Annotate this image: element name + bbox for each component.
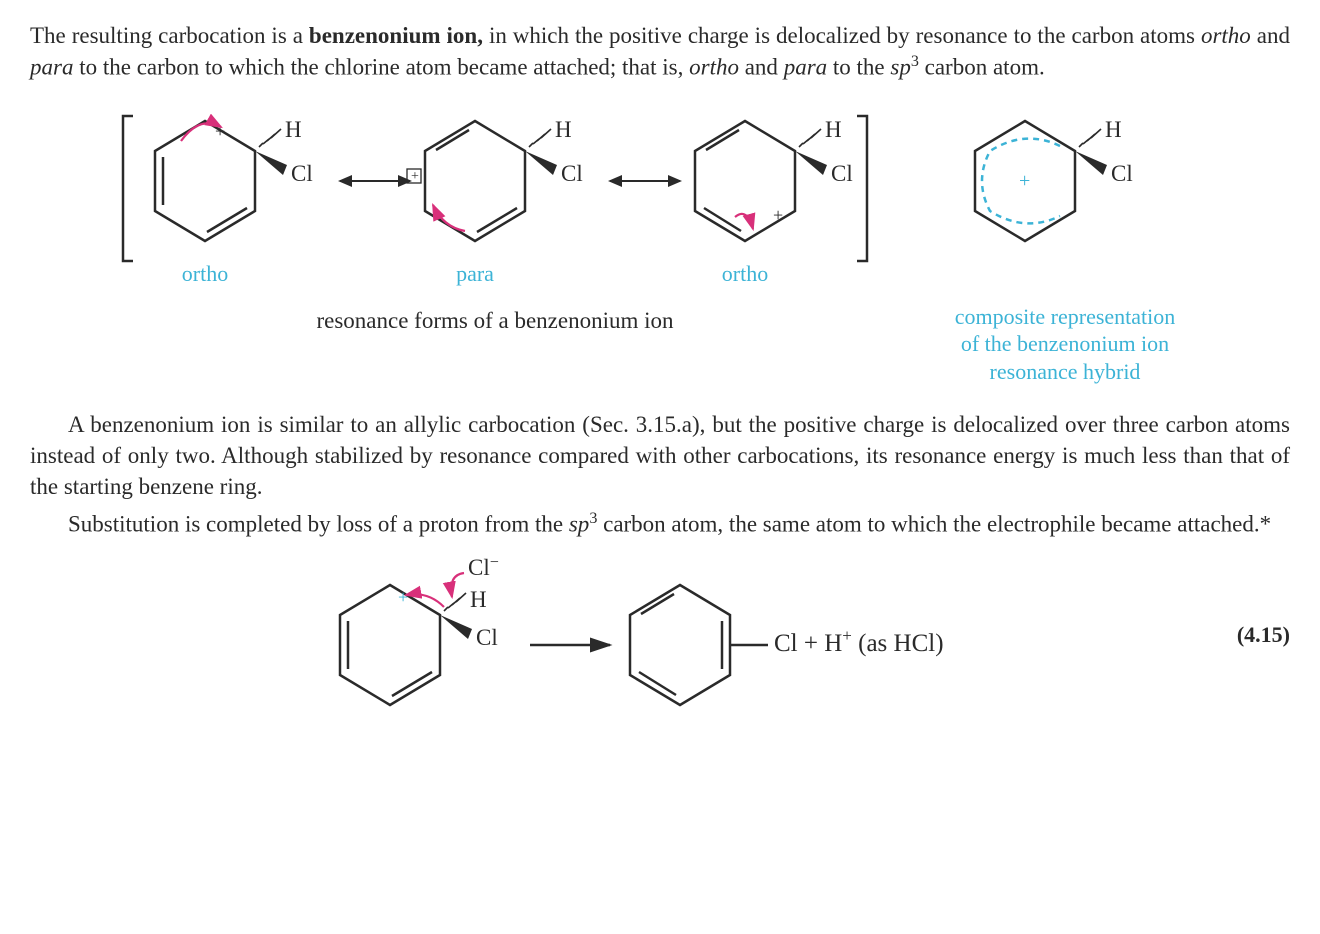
equation-svg: + Cl− H Cl (280, 550, 1040, 720)
paragraph-2: A benzenonium ion is similar to an allyl… (30, 409, 1290, 502)
resonance-svg: + H Cl (105, 101, 885, 291)
svg-text:Cl: Cl (561, 161, 583, 186)
composite-caption: composite representation of the benzenon… (915, 303, 1215, 386)
paragraph-3: Substitution is completed by loss of a p… (30, 508, 1290, 540)
svg-text:ortho: ortho (182, 261, 228, 286)
svg-text:H: H (285, 117, 302, 142)
svg-text:Cl: Cl (291, 161, 313, 186)
svg-text:+: + (1019, 170, 1030, 192)
resonance-figure: + H Cl (30, 101, 1290, 386)
svg-text:Cl−: Cl− (468, 554, 499, 580)
svg-text:+: + (411, 169, 419, 184)
svg-text:H: H (1105, 117, 1122, 142)
equation-4-15: + Cl− H Cl (30, 550, 1290, 720)
svg-text:H: H (555, 117, 572, 142)
svg-text:Cl: Cl (831, 161, 853, 186)
svg-text:+: + (398, 587, 408, 607)
svg-text:ortho: ortho (722, 261, 768, 286)
svg-text:H: H (825, 117, 842, 142)
svg-text:H: H (470, 587, 487, 612)
svg-text:Cl: Cl (1111, 161, 1133, 186)
svg-text:para: para (456, 261, 494, 286)
equation-number: (4.15) (1237, 620, 1290, 650)
svg-text:Cl: Cl (476, 625, 498, 650)
paragraph-intro: The resulting carbocation is a benzenoni… (30, 20, 1290, 83)
svg-text:+: + (773, 205, 783, 225)
composite-svg: + H Cl (935, 101, 1195, 291)
svg-text:Cl + H+ (as HCl): Cl + H+ (as HCl) (774, 626, 944, 657)
resonance-caption: resonance forms of a benzenonium ion (105, 305, 885, 336)
